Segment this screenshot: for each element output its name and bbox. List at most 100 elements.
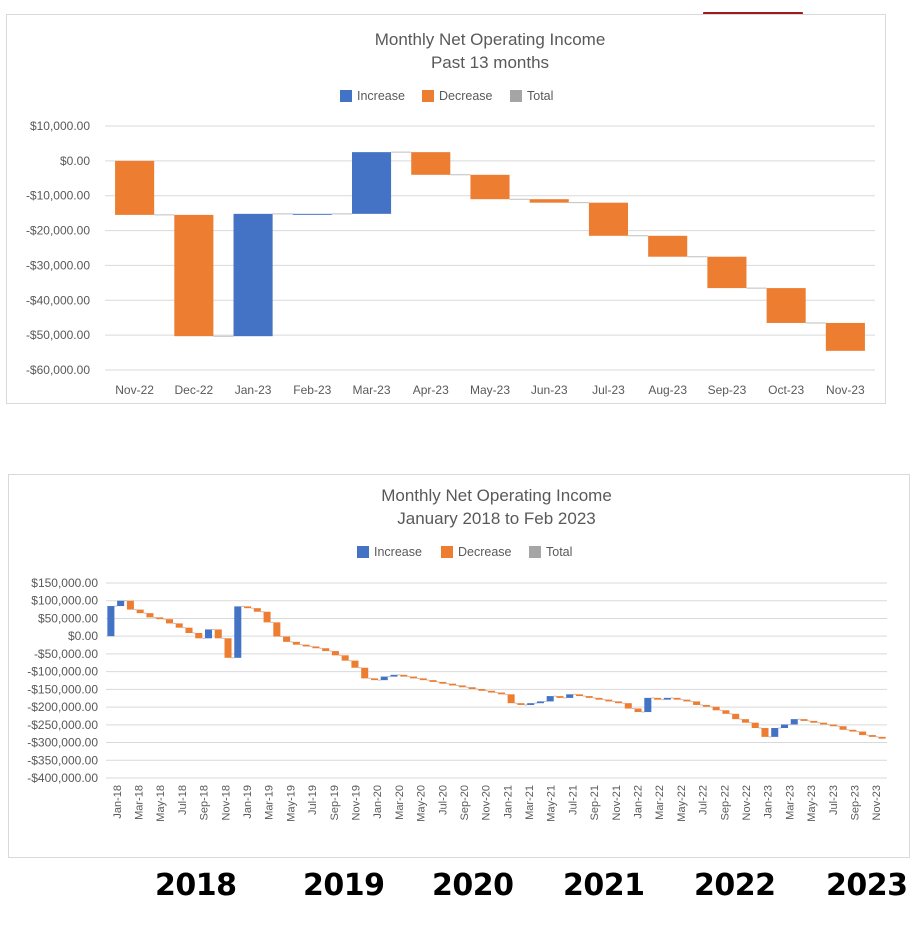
decrease-bar [195, 632, 203, 639]
increase-bar [107, 606, 115, 637]
decrease-bar [439, 681, 447, 684]
legend-decrease-label: Decrease [458, 545, 512, 559]
x-tick-label: Jan-23 [763, 785, 775, 819]
x-tick-label: Feb-23 [293, 383, 331, 397]
y-tick-label: -$200,000.00 [27, 700, 98, 714]
y-tick-label: -$250,000.00 [27, 718, 98, 732]
x-tick-label: May-18 [155, 785, 167, 822]
increase-bar [663, 697, 671, 700]
x-tick-label: Mar-23 [784, 785, 796, 820]
decrease-bar [351, 660, 359, 668]
decrease-bar [273, 622, 281, 637]
decrease-bar [224, 638, 232, 658]
decrease-bar [185, 627, 193, 633]
decrease-bar [517, 703, 525, 705]
decrease-bar [868, 735, 876, 737]
decrease-bar [575, 694, 583, 697]
decrease-bar [839, 726, 847, 730]
decrease-bar [702, 704, 710, 707]
legend-total-swatch [510, 90, 522, 102]
decrease-bar [507, 694, 515, 704]
x-tick-label: May-23 [470, 383, 510, 397]
y-tick-label: -$150,000.00 [27, 682, 98, 696]
decrease-bar [624, 703, 632, 709]
increase-bar [771, 728, 779, 737]
decrease-bar [312, 646, 320, 649]
increase-bar [790, 719, 798, 725]
decrease-bar [648, 235, 688, 257]
decrease-bar [585, 696, 593, 698]
decrease-bar [878, 736, 886, 739]
legend-decrease-swatch [422, 90, 434, 102]
x-tick-label: Nov-22 [115, 383, 154, 397]
y-tick-label: -$60,000.00 [26, 363, 90, 377]
increase-bar [527, 703, 535, 705]
decrease-bar [732, 713, 740, 720]
legend-increase-label: Increase [374, 545, 422, 559]
x-tick-label: Jan-22 [633, 785, 645, 819]
decrease-bar [654, 697, 662, 700]
decrease-bar [707, 256, 747, 289]
chart-2018-to-2023: Monthly Net Operating Income January 2018… [8, 474, 910, 858]
x-tick-label: Nov-23 [871, 785, 883, 820]
decrease-bar [693, 701, 701, 705]
x-tick-label: Mar-19 [264, 785, 276, 820]
x-tick-label: Sep-21 [589, 785, 601, 820]
y-tick-label: $0.00 [60, 154, 90, 168]
x-tick-label: Mar-22 [654, 785, 666, 820]
year-label-2022: 2022 [694, 868, 776, 903]
y-tick-label: -$30,000.00 [26, 258, 90, 272]
x-tick-label: Mar-21 [524, 785, 536, 820]
decrease-bar [370, 678, 378, 681]
decrease-bar [429, 680, 437, 682]
y-tick-label: -$300,000.00 [27, 736, 98, 750]
decrease-bar [810, 720, 818, 723]
decrease-bar [283, 636, 291, 642]
increase-bar [117, 600, 125, 607]
y-tick-label: -$10,000.00 [26, 189, 90, 203]
x-tick-label: Jan-23 [235, 383, 272, 397]
x-tick-label: May-23 [806, 785, 818, 822]
chart-title: Monthly Net Operating Income [375, 30, 606, 49]
decrease-bar [175, 623, 183, 628]
chart-subtitle: January 2018 to Feb 2023 [397, 509, 595, 528]
x-tick-label: Mar-20 [394, 785, 406, 820]
decrease-bar [634, 708, 642, 713]
x-tick-label: May-22 [676, 785, 688, 822]
decrease-bar [722, 710, 730, 714]
x-tick-label: Nov-19 [350, 785, 362, 820]
decrease-bar [411, 152, 451, 175]
decrease-bar [683, 699, 691, 702]
x-tick-label: Jan-19 [242, 785, 254, 819]
year-label-2019: 2019 [303, 868, 385, 903]
decrease-bar [849, 729, 857, 732]
x-tick-label: Jul-21 [567, 785, 579, 815]
legend-total-label: Total [546, 545, 572, 559]
x-tick-label: May-20 [416, 785, 428, 822]
y-tick-label: -$50,000.00 [26, 328, 90, 342]
decrease-bar [174, 214, 214, 337]
decrease-bar [488, 690, 496, 693]
decrease-bar [605, 699, 613, 702]
decrease-bar [331, 651, 339, 656]
increase-bar [233, 213, 273, 337]
x-tick-label: Aug-23 [648, 383, 687, 397]
decrease-bar [859, 731, 867, 736]
increase-bar [566, 694, 574, 698]
x-tick-label: Sep-20 [459, 785, 471, 820]
decrease-bar [292, 641, 300, 645]
legend-increase-swatch [340, 90, 352, 102]
legend-total-label: Total [527, 89, 553, 103]
x-tick-label: Nov-22 [741, 785, 753, 820]
decrease-bar [244, 606, 252, 609]
x-tick-label: Mar-18 [134, 785, 146, 820]
x-tick-label: Jan-21 [502, 785, 514, 819]
decrease-bar [751, 722, 759, 729]
decrease-bar [470, 174, 510, 200]
decrease-bar [263, 611, 271, 623]
increase-bar [390, 674, 398, 677]
decrease-bar [156, 617, 164, 620]
legend-increase-label: Increase [357, 89, 405, 103]
decrease-bar [322, 648, 330, 652]
year-label-2021: 2021 [563, 868, 645, 903]
